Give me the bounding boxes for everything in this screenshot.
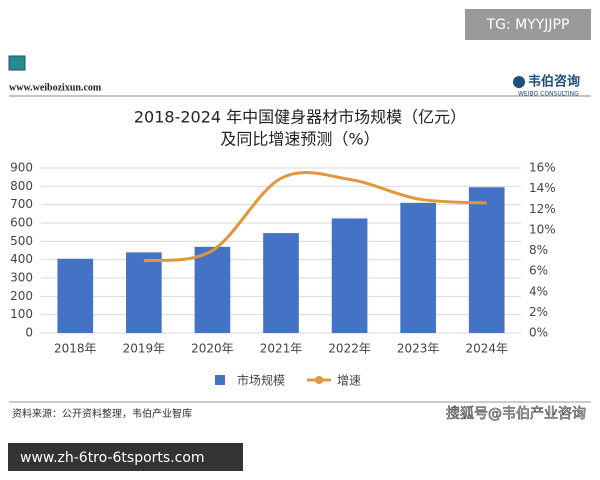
x-tick-label: 2018年	[54, 342, 97, 356]
x-tick-label: 2023年	[397, 342, 440, 356]
y2-tick-label: 8%	[529, 243, 548, 257]
y-tick-label: 400	[10, 252, 33, 266]
bar	[57, 258, 94, 333]
bar	[126, 252, 162, 333]
y-tick-label: 800	[10, 179, 33, 193]
bar	[194, 246, 231, 333]
line	[143, 171, 487, 263]
y-tick-label: 500	[10, 234, 33, 248]
y2-tick-label: 12%	[529, 202, 556, 216]
y-tick-label: 300	[10, 271, 33, 285]
x-tick-label: 2024年	[465, 342, 508, 356]
sohu-watermark: 搜狐号@韦伯产业咨询	[446, 406, 586, 422]
x-tick-label: 2022年	[328, 342, 371, 356]
footer-url: www.zh-6tro-6tsports.com	[20, 450, 205, 466]
y-tick-label: 0	[25, 326, 33, 340]
badge-bg	[465, 9, 591, 40]
y2-tick-label: 6%	[529, 264, 548, 278]
y-tick-label: 100	[10, 307, 33, 321]
bar	[263, 233, 299, 333]
footer-bg	[8, 443, 243, 471]
chart-title: 及同比增速预测（%）	[220, 130, 379, 149]
y2-tick-label: 16%	[529, 161, 556, 175]
bar	[400, 202, 436, 333]
logo-sub: WEIBO CONSULTING	[518, 91, 579, 98]
source: 资料来源：公开资料整理，韦伯产业智库	[12, 407, 192, 420]
x-tick-label: 2020年	[191, 342, 234, 356]
legend-swatch	[315, 376, 323, 384]
y-tick-label: 900	[10, 161, 33, 175]
y2-tick-label: 4%	[529, 284, 548, 298]
badge: TG: MYYJJPP	[486, 17, 570, 33]
y-tick-label: 600	[10, 216, 33, 230]
logo-name: 韦伯咨询	[528, 74, 580, 90]
chart-title: 2018-2024 年中国健身器材市场规模（亿元）	[134, 108, 466, 127]
site: www.weibozixun.com	[9, 82, 102, 93]
logo-icon	[513, 76, 525, 88]
x-tick-label: 2019年	[123, 342, 166, 356]
y-tick-label: 200	[10, 289, 33, 303]
y2-tick-label: 10%	[529, 222, 556, 236]
y-tick-label: 700	[10, 197, 33, 211]
legend-label: 市场规模	[237, 373, 285, 388]
legend-swatch	[215, 375, 225, 385]
bar	[331, 218, 368, 333]
logo-square	[8, 55, 26, 71]
y2-tick-label: 14%	[529, 181, 556, 195]
bar	[468, 187, 505, 333]
legend-label: 增速	[337, 374, 361, 388]
y2-tick-label: 2%	[529, 305, 548, 319]
x-tick-label: 2021年	[260, 342, 303, 356]
y2-tick-label: 0%	[529, 326, 548, 340]
